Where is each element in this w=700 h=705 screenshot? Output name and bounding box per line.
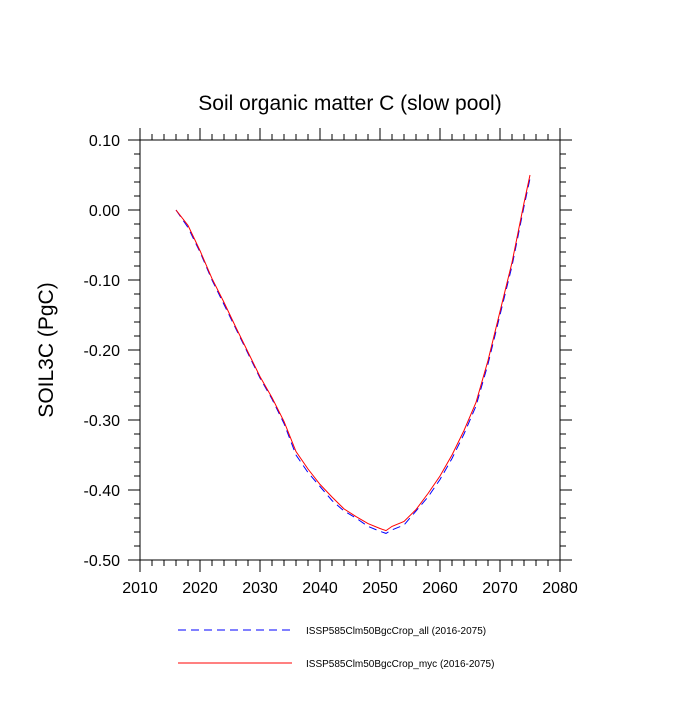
y-tick-label: -0.20 <box>84 343 121 360</box>
series-line-2 <box>175 174 531 532</box>
legend-label-1: ISSP585Clm50BgcCrop_all (2016-2075) <box>306 626 486 637</box>
x-tick-label: 2080 <box>542 580 578 597</box>
series-layer <box>175 174 531 534</box>
y-tick-label: -0.10 <box>84 273 121 290</box>
y-axis-label: SOIL3C (PgC) <box>35 282 58 417</box>
ticks-layer: 2010 2020 2030 2040 2050 2060 2070 2080 -0.50 -0.… <box>84 128 578 597</box>
legend-label-2: ISSP585Clm50BgcCrop_myc (2016-2075) <box>306 659 494 670</box>
x-tick-label: 2070 <box>482 580 518 597</box>
x-tick-label: 2060 <box>422 580 458 597</box>
y-tick-label: -0.40 <box>84 483 121 500</box>
y-tick-label: 0.00 <box>89 203 120 220</box>
x-tick-label: 2040 <box>302 580 338 597</box>
y-tick-label: -0.30 <box>84 413 121 430</box>
x-tick-label: 2020 <box>182 580 218 597</box>
x-tick-label: 2030 <box>242 580 278 597</box>
y-tick-label: -0.50 <box>84 553 121 570</box>
series-line-1 <box>175 178 531 534</box>
x-tick-label: 2010 <box>122 580 158 597</box>
chart-title: Soil organic matter C (slow pool) <box>198 92 501 115</box>
legend: ISSP585Clm50BgcCrop_all (2016-2075) ISSP5… <box>178 626 494 670</box>
y-tick-label: 0.10 <box>89 133 120 150</box>
x-tick-label: 2050 <box>362 580 398 597</box>
plot-frame <box>139 139 561 561</box>
